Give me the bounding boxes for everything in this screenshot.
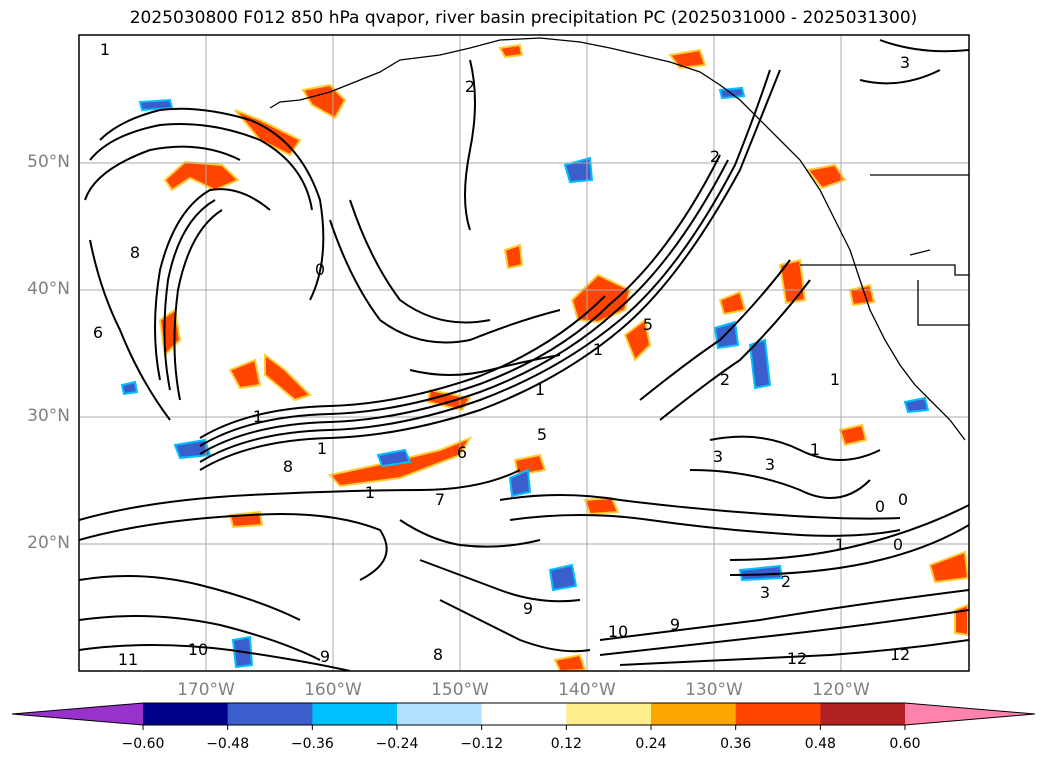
colorbar-tick-label: −0.36: [290, 736, 334, 752]
contour-label: 3: [713, 447, 723, 466]
colorbar-segment: [397, 703, 483, 725]
contour-label: 8: [130, 243, 140, 262]
contour-label: 0: [875, 497, 885, 516]
contour-label: 0: [315, 260, 325, 279]
contour-label: 1: [317, 439, 327, 458]
colorbar-tick-label: 0.48: [804, 736, 836, 752]
colorbar-segment: [312, 703, 398, 725]
contour-label: 8: [433, 645, 443, 664]
contour-label: 0: [898, 490, 908, 509]
contour-label: 8: [283, 457, 293, 476]
map-title: 2025030800 F012 850 hPa qvapor, river ba…: [129, 8, 918, 28]
colorbar-tick-label: 0.24: [635, 736, 667, 752]
contour-label: 6: [457, 443, 467, 462]
coastlines: [269, 37, 969, 441]
contour-label: 9: [670, 615, 680, 634]
lon-label: 120°W: [812, 680, 870, 700]
contour-label: 1: [810, 440, 820, 459]
contour-label: 3: [900, 53, 910, 72]
contour-label: 0: [893, 535, 903, 554]
contour-label: 1: [365, 483, 375, 502]
lon-label: 150°W: [431, 680, 489, 700]
contour-label: 10: [608, 622, 628, 641]
contour-label: 10: [188, 640, 208, 659]
contour-label: 3: [765, 455, 775, 474]
colorbar-tick-label: 0.60: [889, 736, 921, 752]
contour-label: 1: [100, 40, 110, 59]
colorbar-segment: [651, 703, 737, 725]
contour-label: 9: [320, 647, 330, 666]
contour-label: 1: [593, 340, 603, 359]
colorbar-tick-label: 0.36: [720, 736, 752, 752]
colorbar-extend-low: [12, 703, 143, 725]
contour-labels: 1 1 2 2 3 2 1 1 8 6 0 1 1 5 5 8 6 1 3 3 …: [93, 40, 910, 669]
colorbar-segment: [481, 703, 567, 725]
colorbar-tick-label: −0.24: [375, 736, 419, 752]
contour-label: 11: [118, 650, 138, 669]
contour-label: 1: [535, 380, 545, 399]
contour-label: 1: [253, 407, 263, 426]
contour-label: 2: [720, 370, 730, 389]
contour-label: 1: [835, 535, 845, 554]
contour-label: 12: [787, 649, 807, 668]
qvapor-contours: [79, 39, 969, 671]
colorbar-segment: [143, 703, 229, 725]
contour-label: 2: [710, 147, 720, 166]
map-frame: [78, 34, 970, 672]
colorbar-segment: [820, 703, 906, 725]
contour-label: 12: [890, 645, 910, 664]
contour-label: 3: [760, 583, 770, 602]
lon-label: 170°W: [177, 680, 235, 700]
colorbar-tick-label: −0.60: [121, 736, 165, 752]
lon-label: 160°W: [304, 680, 362, 700]
colorbar-tick-label: −0.48: [206, 736, 250, 752]
colorbar: [11, 702, 1036, 730]
lon-label: 140°W: [558, 680, 616, 700]
contour-label: 9: [523, 599, 533, 618]
contour-label: 7: [435, 490, 445, 509]
colorbar-extend-high: [905, 703, 1035, 725]
lat-label: 40°N: [27, 279, 70, 299]
contour-label: 5: [643, 315, 653, 334]
contour-label: 6: [93, 323, 103, 342]
lon-label: 130°W: [685, 680, 743, 700]
colorbar-segment: [735, 703, 821, 725]
colorbar-tick-label: 0.12: [550, 736, 582, 752]
contour-label: 2: [781, 572, 791, 591]
colorbar-tick-label: −0.12: [460, 736, 504, 752]
lat-label: 20°N: [27, 533, 70, 553]
lat-label: 50°N: [27, 152, 70, 172]
graticule: [79, 35, 969, 671]
contour-label: 5: [537, 425, 547, 444]
contour-label: 1: [830, 370, 840, 389]
contour-label: 2: [465, 77, 475, 96]
lat-label: 30°N: [27, 406, 70, 426]
precip-positive-patches: [158, 43, 969, 671]
colorbar-segment: [227, 703, 313, 725]
colorbar-segment: [566, 703, 652, 725]
